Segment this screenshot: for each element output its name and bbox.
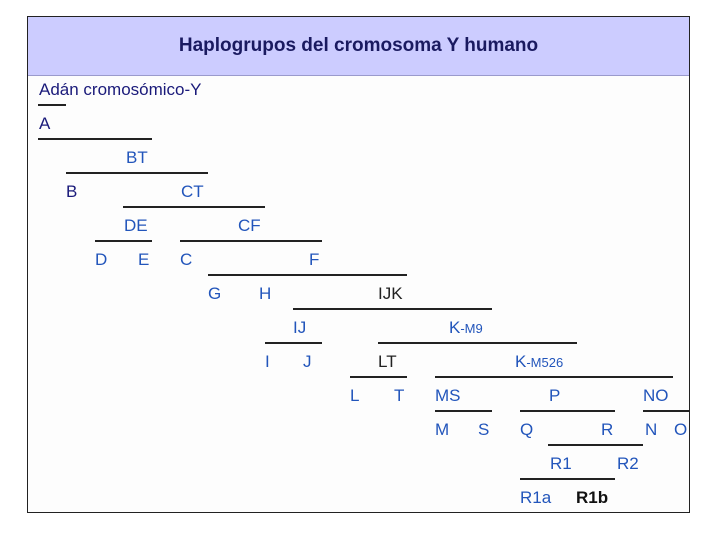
line-f — [208, 274, 407, 276]
node-de[interactable]: DE — [124, 216, 148, 235]
line-r — [548, 444, 643, 446]
node-k-m9-sub: -M9 — [460, 321, 483, 336]
node-r1b[interactable]: R1b — [576, 488, 609, 507]
line-bt — [66, 172, 208, 174]
line-r1 — [520, 478, 615, 480]
node-ijk[interactable]: IJK — [378, 284, 403, 303]
node-h[interactable]: H — [259, 284, 272, 303]
node-o[interactable]: O — [674, 420, 688, 439]
node-bt[interactable]: BT — [126, 148, 148, 167]
line-p — [520, 410, 615, 412]
node-k-m526-sub: -M526 — [526, 355, 564, 370]
node-k-m526[interactable]: K-M526 — [515, 352, 563, 373]
node-lt[interactable]: LT — [378, 352, 397, 371]
line-no — [643, 410, 690, 412]
node-a[interactable]: A — [39, 114, 51, 133]
line-lt — [350, 376, 407, 378]
node-n[interactable]: N — [645, 420, 658, 439]
node-f[interactable]: F — [309, 250, 320, 269]
line-de — [95, 240, 152, 242]
node-b[interactable]: B — [66, 182, 78, 201]
node-s[interactable]: S — [478, 420, 490, 439]
node-no[interactable]: NO — [643, 386, 669, 405]
haplogroup-tree-panel: Haplogrupos del cromosoma Y humano — [27, 16, 690, 513]
line-adam — [38, 104, 66, 106]
line-ct — [123, 206, 265, 208]
node-r[interactable]: R — [601, 420, 614, 439]
node-k-m9[interactable]: K-M9 — [449, 318, 483, 339]
line-ij — [265, 342, 322, 344]
node-r1a[interactable]: R1a — [520, 488, 552, 507]
line-k-m526 — [435, 376, 673, 378]
line-ms — [435, 410, 492, 412]
node-ct[interactable]: CT — [181, 182, 204, 201]
node-k-m9-main: K — [449, 318, 461, 337]
node-i[interactable]: I — [265, 352, 270, 371]
node-m[interactable]: M — [435, 420, 450, 439]
line-k-m9 — [378, 342, 577, 344]
node-k-m526-main: K — [515, 352, 527, 371]
node-ij[interactable]: IJ — [293, 318, 307, 337]
node-cf[interactable]: CF — [238, 216, 261, 235]
node-ms[interactable]: MS — [435, 386, 461, 405]
node-r2[interactable]: R2 — [617, 454, 639, 473]
node-g[interactable]: G — [208, 284, 222, 303]
node-c[interactable]: C — [180, 250, 193, 269]
node-r1[interactable]: R1 — [550, 454, 572, 473]
node-d[interactable]: D — [95, 250, 108, 269]
node-t[interactable]: T — [394, 386, 405, 405]
node-l[interactable]: L — [350, 386, 360, 405]
line-ijk — [293, 308, 492, 310]
node-p[interactable]: P — [549, 386, 561, 405]
node-adam[interactable]: Adán cromosómico-Y — [39, 80, 202, 99]
node-q[interactable]: Q — [520, 420, 534, 439]
panel-title: Haplogrupos del cromosoma Y humano — [28, 17, 689, 76]
node-e[interactable]: E — [138, 250, 150, 269]
line-root — [38, 138, 152, 140]
line-cf — [180, 240, 322, 242]
node-j[interactable]: J — [303, 352, 312, 371]
